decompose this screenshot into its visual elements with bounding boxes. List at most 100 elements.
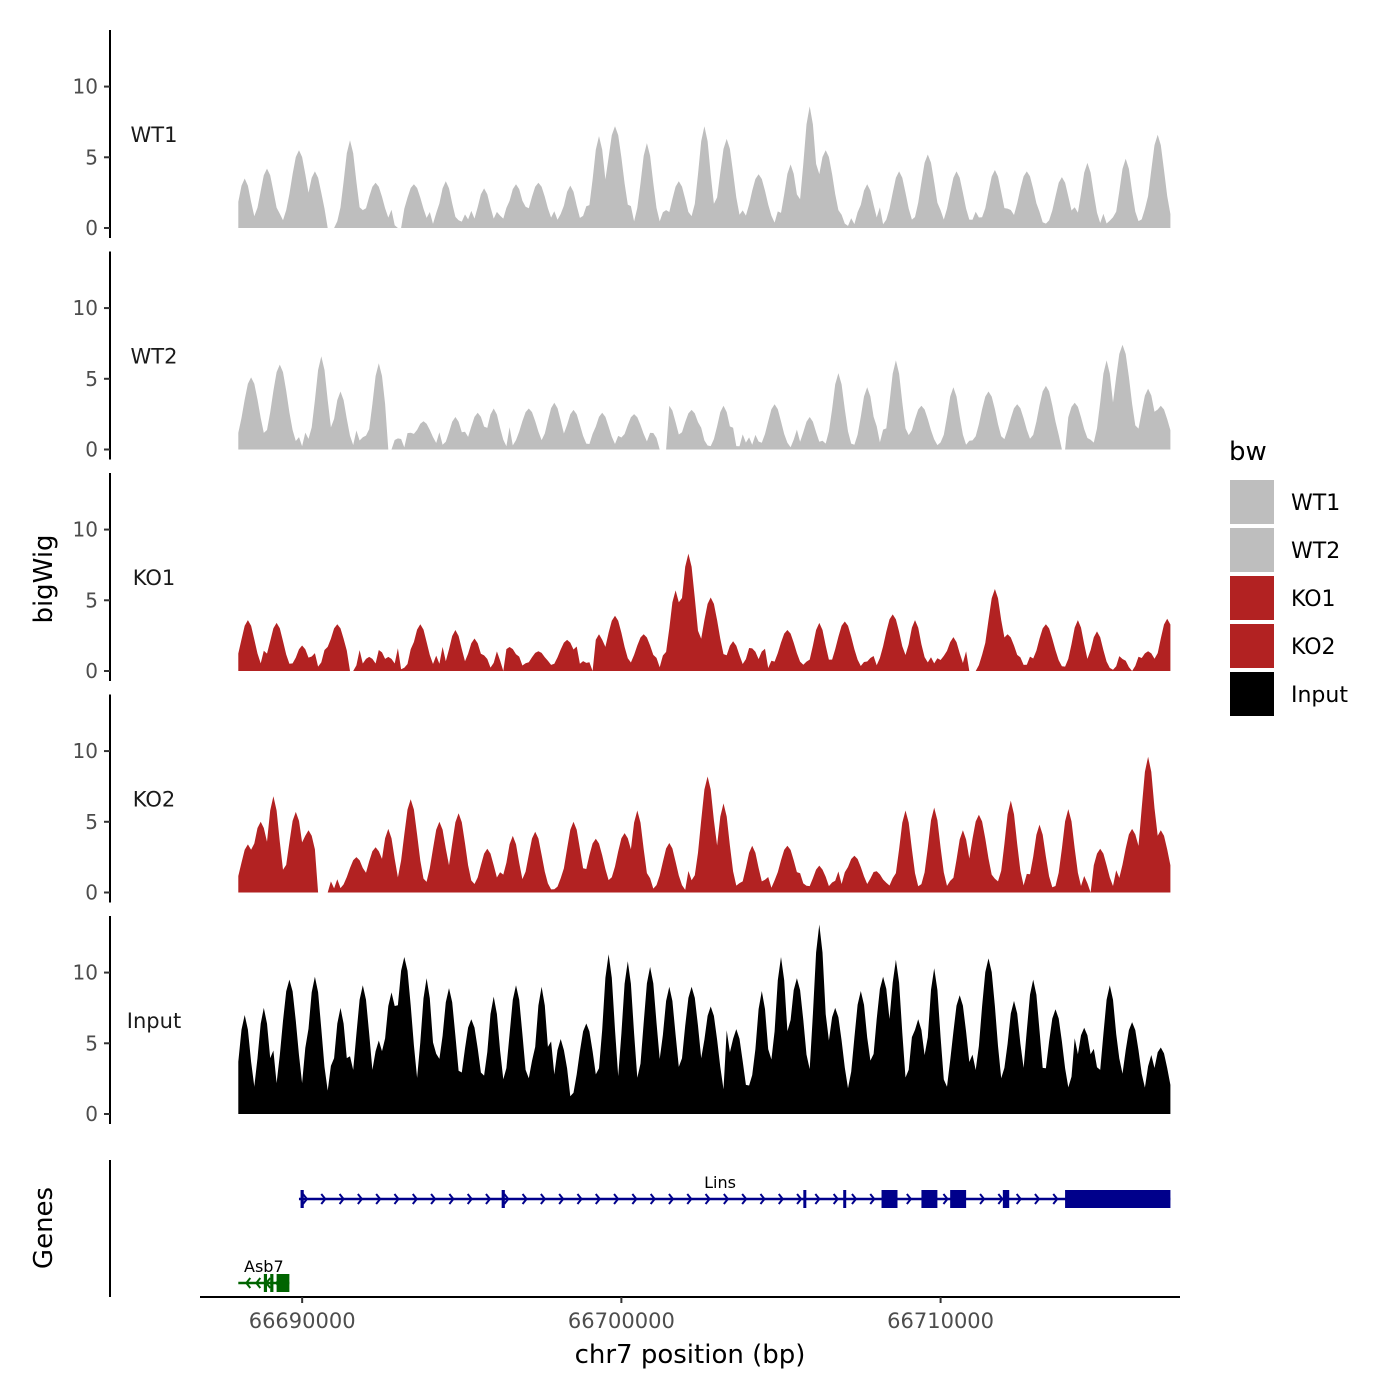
legend-label: KO1 <box>1291 587 1336 612</box>
strand-arrow <box>814 1193 821 1205</box>
strand-arrow <box>704 1193 711 1205</box>
legend-swatch <box>1230 672 1274 716</box>
track-name: WT1 <box>131 123 178 147</box>
legend-item-wt1: WT1 <box>1230 480 1340 524</box>
track-ko1: 0 5 10 KO1 <box>73 473 1171 683</box>
track-name: WT2 <box>131 345 178 369</box>
legend: bw WT1 WT2 KO1 KO2 Input <box>1229 437 1348 716</box>
y-tick-label: 10 <box>73 296 98 320</box>
strand-arrow <box>869 1193 876 1205</box>
legend-label: KO2 <box>1291 635 1336 660</box>
strand-arrow <box>521 1193 528 1205</box>
strand-arrow <box>503 1193 510 1205</box>
legend-swatch <box>1230 480 1274 524</box>
exon <box>300 1190 304 1208</box>
signal-area-ko1 <box>238 553 1171 671</box>
gene-label: Asb7 <box>244 1257 284 1276</box>
strand-arrow <box>485 1193 492 1205</box>
legend-swatch <box>1230 624 1274 668</box>
strand-arrow <box>979 1193 986 1205</box>
exon <box>276 1274 290 1292</box>
strand-arrow <box>594 1193 602 1205</box>
y-tick-label: 0 <box>85 438 98 462</box>
signal-area-wt2 <box>238 344 1171 450</box>
y-tick-label: 5 <box>85 145 98 169</box>
strand-arrow <box>338 1193 345 1205</box>
strand-arrow <box>832 1193 839 1205</box>
y-tick-label: 5 <box>85 1031 98 1055</box>
strand-arrow <box>245 1277 252 1289</box>
gene-track: Asb7 Lins <box>109 1160 1171 1297</box>
y-tick-label: 10 <box>73 739 98 763</box>
strand-arrow <box>759 1193 766 1205</box>
genes-axis-label: Genes <box>29 1187 59 1269</box>
exon <box>1002 1190 1010 1208</box>
track-name: KO1 <box>133 566 176 590</box>
strand-arrow <box>357 1193 364 1205</box>
exon <box>921 1190 938 1208</box>
y-axis-label: bigWig <box>29 534 59 623</box>
legend-label: WT1 <box>1291 491 1340 516</box>
strand-arrow <box>668 1193 675 1205</box>
x-tick-label: 66690000 <box>249 1309 356 1333</box>
y-tick-label: 0 <box>85 659 98 683</box>
x-tick-label: 66700000 <box>568 1309 675 1333</box>
track-name: Input <box>127 1009 181 1033</box>
strand-arrow <box>448 1193 455 1205</box>
strand-arrow <box>320 1193 327 1205</box>
track-wt2: 0 5 10 WT2 <box>73 251 1171 462</box>
strand-arrow <box>1034 1193 1041 1205</box>
strand-arrow <box>255 1277 262 1289</box>
x-axis-label: chr7 position (bp) <box>575 1340 806 1370</box>
signal-area-wt1 <box>238 106 1171 228</box>
exon <box>843 1190 847 1208</box>
track-name: KO2 <box>133 788 176 812</box>
strand-arrow <box>411 1193 419 1205</box>
legend-label: WT2 <box>1291 539 1340 564</box>
gene-lins: Lins <box>298 1173 1171 1208</box>
exon <box>1065 1190 1171 1208</box>
strand-arrow <box>302 1193 309 1205</box>
y-tick-label: 5 <box>85 367 98 391</box>
y-tick-label: 10 <box>73 961 98 985</box>
strand-arrow <box>631 1193 638 1205</box>
exon <box>950 1190 967 1208</box>
y-tick-label: 0 <box>85 1102 98 1126</box>
exon <box>263 1274 268 1292</box>
y-tick-label: 10 <box>73 518 98 542</box>
strand-arrow <box>777 1193 785 1205</box>
x-axis: 66690000 66700000 66710000 <box>200 1296 1180 1333</box>
legend-item-ko2: KO2 <box>1230 624 1336 668</box>
strand-arrow <box>741 1193 748 1205</box>
signal-area-input <box>238 924 1171 1114</box>
strand-arrow <box>649 1193 656 1205</box>
exon <box>270 1274 274 1292</box>
track-wt1: 0 5 10 WT1 <box>73 30 1171 240</box>
legend-item-wt2: WT2 <box>1230 528 1340 572</box>
exon <box>501 1190 505 1208</box>
legend-title: bw <box>1229 437 1267 467</box>
y-tick-label: 5 <box>85 588 98 612</box>
gene-label: Lins <box>704 1173 736 1192</box>
track-input: 0 5 10 Input <box>73 916 1171 1126</box>
legend-swatch <box>1230 528 1274 572</box>
strand-arrow <box>430 1193 437 1205</box>
strand-arrow <box>393 1193 400 1205</box>
strand-arrow <box>466 1193 473 1205</box>
legend-item-input: Input <box>1230 672 1348 716</box>
strand-arrow <box>796 1193 803 1205</box>
strand-arrow <box>540 1193 547 1205</box>
strand-arrow <box>942 1193 949 1205</box>
strand-arrow <box>686 1193 693 1205</box>
track-panels: 0 5 10 WT1 0 5 10 WT2 0 5 10 KO1 0 5 10 KO2 0 5 10 Input <box>73 30 1171 1126</box>
strand-arrow <box>851 1193 858 1205</box>
strand-arrow <box>1015 1193 1022 1205</box>
legend-item-ko1: KO1 <box>1230 576 1336 620</box>
exon <box>881 1190 898 1208</box>
legend-label: Input <box>1291 683 1348 708</box>
strand-arrow <box>1052 1193 1059 1205</box>
strand-arrow <box>906 1193 913 1205</box>
y-tick-label: 5 <box>85 810 98 834</box>
strand-arrow <box>576 1193 583 1205</box>
